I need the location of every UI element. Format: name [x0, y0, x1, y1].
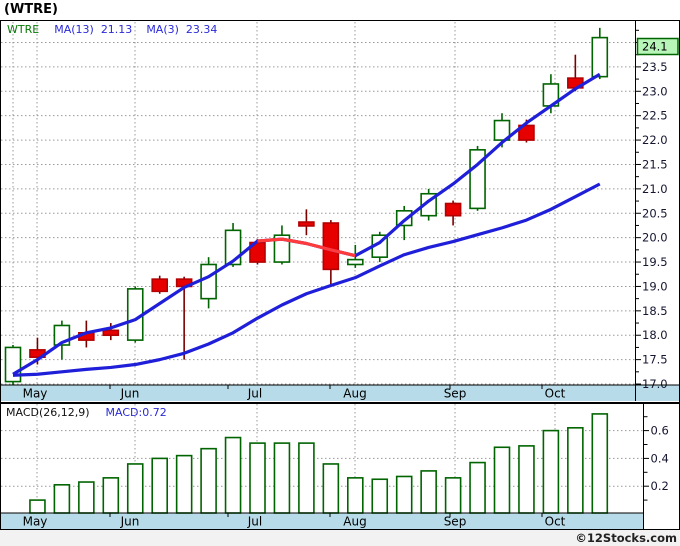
ticker-title: (WTRE) [4, 2, 58, 17]
svg-text:Jul: Jul [247, 515, 262, 529]
svg-text:Aug: Aug [343, 515, 366, 529]
svg-text:20.5: 20.5 [642, 206, 668, 220]
title-bar: (WTRE) [0, 0, 680, 20]
svg-text:May: May [23, 387, 48, 401]
svg-text:19.5: 19.5 [642, 255, 668, 269]
svg-text:18.0: 18.0 [642, 328, 668, 342]
legend-ma13-value: 21.13 [100, 23, 133, 36]
svg-text:Sep: Sep [444, 515, 467, 529]
svg-text:0.6: 0.6 [651, 424, 669, 438]
ma13-line [12, 182, 601, 377]
footer-bar: ©12Stocks.com [0, 530, 680, 546]
legend-ma3-value: 23.34 [185, 23, 218, 36]
svg-text:18.5: 18.5 [642, 304, 668, 318]
legend-symbol: WTRE [7, 23, 40, 36]
svg-text:0.4: 0.4 [651, 451, 669, 465]
candlestick-chart: 17.0 17.5 18.0 18.5 19.0 19.5 20.0 20.5 21.0 21.5… [0, 20, 680, 403]
svg-text:20.0: 20.0 [642, 231, 668, 245]
svg-text:0.2: 0.2 [651, 479, 669, 493]
svg-text:May: May [23, 515, 48, 529]
macd-histogram: 0.2 0.4 0.6 May Jun Jul Aug Sep Oct [0, 403, 680, 530]
svg-text:Jun: Jun [120, 515, 140, 529]
svg-text:19.0: 19.0 [642, 279, 668, 293]
gridlines [1, 22, 635, 385]
macd-bars [29, 413, 609, 514]
macd-value: MACD:0.72 [105, 406, 167, 419]
price-chart-panel: WTRE MA(13) 21.13 MA(3) 23.34 17.0 17.5 18.0 18… [0, 20, 680, 403]
svg-text:23.0: 23.0 [642, 84, 668, 98]
svg-text:Jul: Jul [247, 387, 262, 401]
macd-legend: MACD(26,12,9) MACD:0.72 [6, 406, 167, 419]
svg-text:23.5: 23.5 [642, 60, 668, 74]
svg-text:Aug: Aug [343, 387, 366, 401]
macd-month-band [1, 513, 643, 529]
month-labels: May Jun Jul Aug Sep Oct [23, 387, 566, 401]
month-band [1, 385, 679, 401]
price-axis: 17.0 17.5 18.0 18.5 19.0 19.5 20.0 20.5 21.0 21.5… [635, 29, 668, 391]
svg-text:Jun: Jun [120, 387, 140, 401]
svg-text:22.5: 22.5 [642, 109, 668, 123]
svg-text:22.0: 22.0 [642, 133, 668, 147]
svg-text:17.5: 17.5 [642, 353, 668, 367]
svg-text:Sep: Sep [444, 387, 467, 401]
price-chart-legend: WTRE MA(13) 21.13 MA(3) 23.34 [7, 23, 231, 36]
svg-text:24.1: 24.1 [642, 40, 668, 54]
svg-text:17.0: 17.0 [642, 377, 668, 391]
ma3-declining-segment [257, 237, 356, 258]
macd-gridlines [1, 404, 643, 513]
svg-text:21.0: 21.0 [642, 182, 668, 196]
macd-month-labels: May Jun Jul Aug Sep Oct [23, 515, 566, 529]
svg-text:Oct: Oct [545, 387, 566, 401]
legend-ma13-label: MA(13) [54, 23, 94, 36]
macd-label: MACD(26,12,9) [6, 406, 90, 419]
last-price-box: 24.1 [636, 37, 679, 56]
macd-panel: MACD(26,12,9) MACD:0.72 0.2 0.4 0.6 May Jun Ju… [0, 403, 680, 530]
svg-text:Oct: Oct [545, 515, 566, 529]
legend-ma3-label: MA(3) [146, 23, 179, 36]
copyright-watermark: ©12Stocks.com [575, 531, 677, 545]
svg-text:21.5: 21.5 [642, 157, 668, 171]
macd-axis: 0.2 0.4 0.6 [643, 416, 669, 501]
